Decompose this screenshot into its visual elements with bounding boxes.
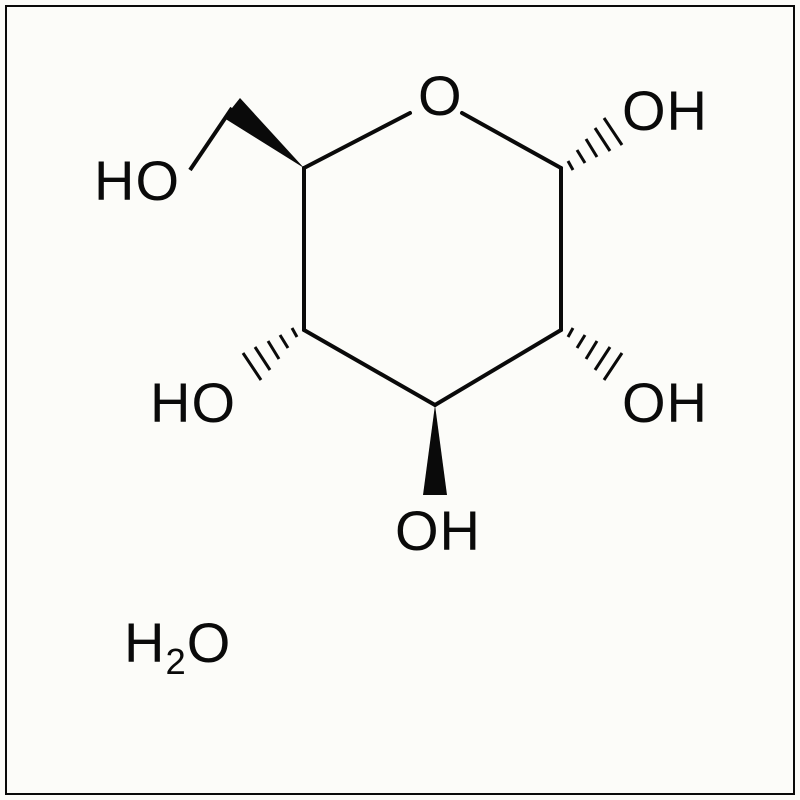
- wedge-c2-hash: [568, 328, 622, 380]
- label-ring-oxygen: O: [418, 63, 463, 128]
- label-oh-c2: OH: [622, 370, 708, 435]
- wedge-c4-hash: [243, 328, 297, 380]
- h2o-h: H: [124, 611, 165, 674]
- label-ho-ch2oh: HO: [94, 148, 180, 213]
- wedge-c1-hash: [568, 118, 622, 170]
- wedge-c5: [224, 98, 304, 168]
- label-h2o: H2O: [124, 610, 231, 683]
- label-ho-c4: HO: [150, 370, 236, 435]
- label-oh-c3: OH: [395, 498, 481, 563]
- h2o-sub2: 2: [165, 641, 186, 682]
- label-oh-c1: OH: [622, 78, 708, 143]
- wedge-c3: [423, 405, 447, 495]
- h2o-o: O: [187, 611, 232, 674]
